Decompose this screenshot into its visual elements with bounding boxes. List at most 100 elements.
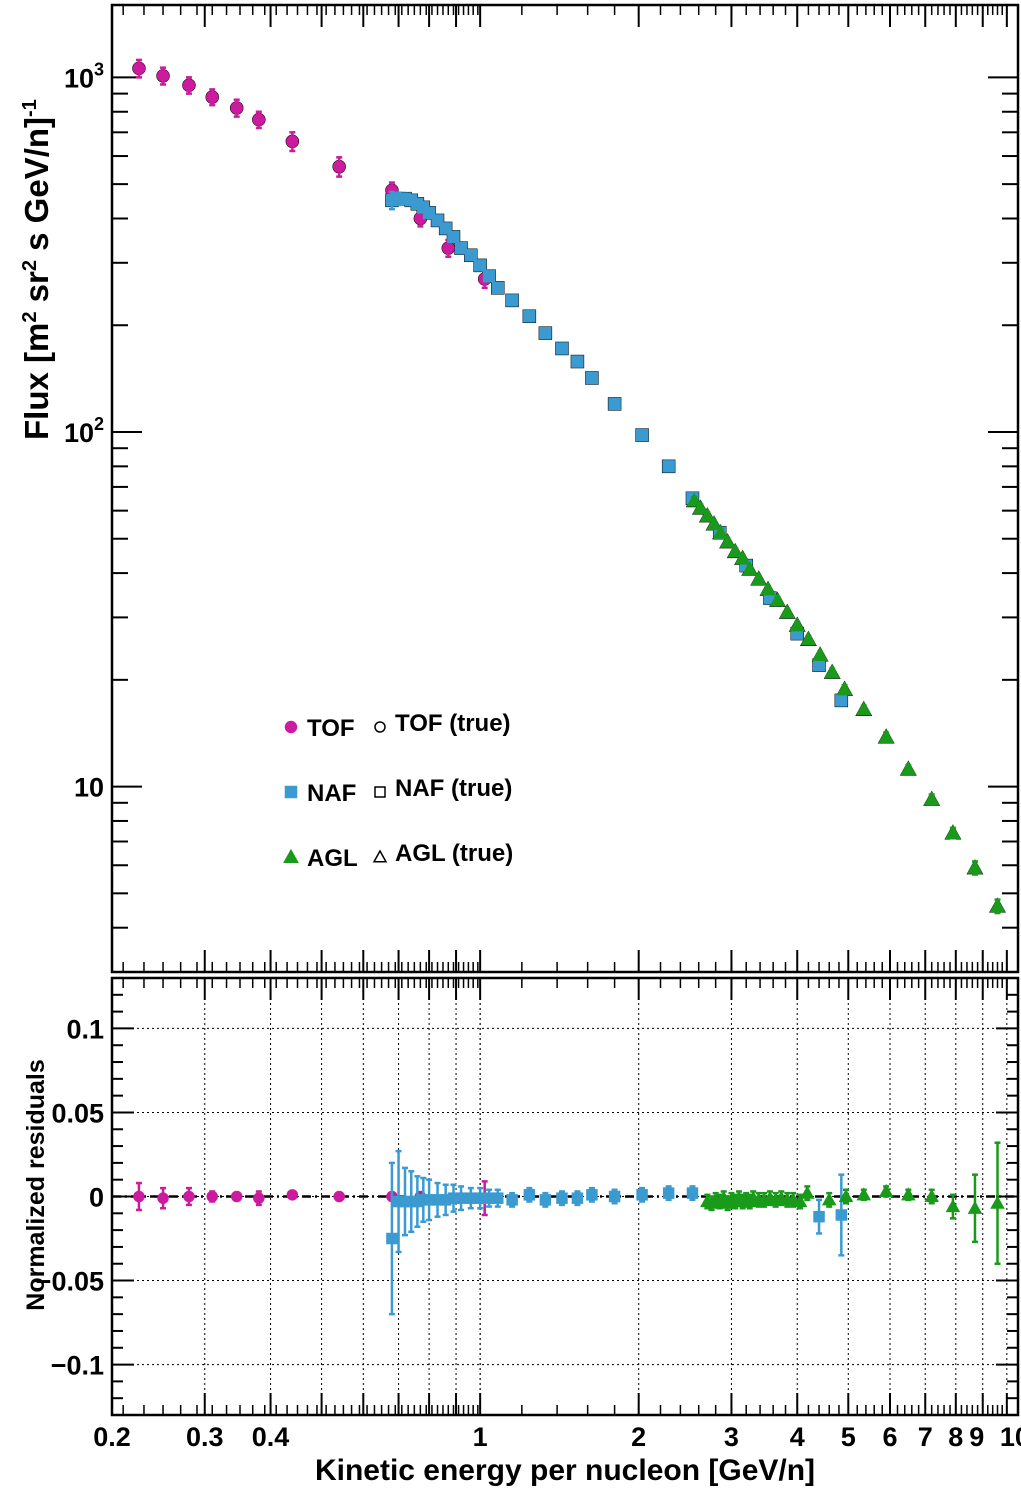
y-tick-label-base: 10 bbox=[64, 418, 94, 448]
flux-y-label-sup: -1 bbox=[19, 99, 41, 117]
agl-residual-point bbox=[792, 1193, 808, 1208]
legend-tof-true-label: TOF (true) bbox=[395, 710, 511, 737]
naf-point bbox=[431, 214, 444, 227]
naf-point bbox=[662, 460, 675, 473]
naf-residual-point bbox=[465, 1192, 477, 1204]
agl-residual-point bbox=[821, 1192, 837, 1206]
agl-residual-point bbox=[967, 1200, 983, 1214]
naf-point bbox=[571, 355, 584, 368]
naf-residual-point bbox=[586, 1189, 598, 1201]
y-tick-label: 0.1 bbox=[66, 1014, 104, 1044]
naf-residual-point bbox=[608, 1190, 621, 1203]
tof-point bbox=[205, 90, 219, 104]
naf-residual-point bbox=[636, 1189, 648, 1201]
naf-point bbox=[439, 222, 452, 235]
tof-point bbox=[442, 241, 455, 255]
naf-point bbox=[608, 397, 621, 411]
legend-agl-true-marker bbox=[372, 849, 388, 863]
x-tick-label: 6 bbox=[882, 1422, 897, 1452]
agl-point bbox=[719, 533, 736, 548]
agl-residual-point bbox=[878, 1183, 894, 1198]
agl-point bbox=[800, 631, 817, 646]
naf-residual-point bbox=[835, 1209, 848, 1221]
y-tick-label-base: 10 bbox=[74, 773, 104, 803]
naf-point bbox=[835, 694, 848, 707]
naf-residual-point bbox=[662, 1187, 675, 1199]
tof-residual-point bbox=[253, 1192, 265, 1204]
naf-residual-point bbox=[506, 1194, 518, 1206]
naf-residual-point bbox=[686, 1187, 699, 1199]
agl-point bbox=[727, 543, 744, 558]
tof-point bbox=[182, 79, 196, 92]
y-tick-label: −0.05 bbox=[36, 1267, 104, 1297]
legend-tof-label: TOF bbox=[307, 715, 355, 742]
y-tick-label: −0.1 bbox=[51, 1351, 104, 1381]
naf-residual-point bbox=[571, 1192, 584, 1204]
naf-point bbox=[464, 249, 478, 262]
x-tick-label: 4 bbox=[790, 1422, 805, 1452]
agl-residual-point bbox=[924, 1188, 939, 1203]
naf-residual-point bbox=[556, 1192, 568, 1204]
x-tick-label: 7 bbox=[918, 1422, 933, 1452]
naf-point bbox=[585, 371, 599, 385]
legend-agl-true-label: AGL (true) bbox=[395, 840, 513, 867]
tof-residual-point bbox=[183, 1190, 195, 1203]
tof-point bbox=[156, 69, 170, 83]
agl-residual-point bbox=[856, 1187, 872, 1201]
agl-point bbox=[967, 859, 983, 874]
legend: TOF TOF (true) NAF NAF (true) AGL AGL (true) bbox=[283, 710, 513, 872]
agl-point bbox=[741, 561, 758, 576]
agl-point bbox=[760, 581, 776, 596]
y-tick-label: 103 bbox=[64, 59, 104, 93]
x-tick-label: 3 bbox=[724, 1422, 739, 1452]
naf-point bbox=[454, 241, 468, 255]
y-tick-label: 102 bbox=[64, 414, 104, 448]
tof-residual-point bbox=[286, 1189, 299, 1201]
agl-point bbox=[734, 550, 751, 565]
agl-point bbox=[836, 681, 853, 696]
x-tick-label: 1 bbox=[473, 1422, 488, 1452]
flux-frame bbox=[110, 3, 1020, 974]
agl-point bbox=[900, 760, 917, 776]
legend-naf-marker bbox=[284, 785, 298, 799]
agl-point bbox=[686, 492, 703, 507]
naf-residual-point bbox=[813, 1210, 825, 1223]
x-tick-label: 0.2 bbox=[93, 1422, 131, 1452]
naf-point bbox=[812, 658, 826, 672]
agl-point bbox=[812, 646, 828, 662]
axis-labels: Kinetic energy per nucleon [GeV/n] Norma… bbox=[18, 99, 815, 1487]
agl-residual-point bbox=[945, 1199, 961, 1213]
x-tick-label: 9 bbox=[969, 1422, 984, 1452]
agl-point bbox=[989, 898, 1006, 913]
y-tick-label: 0 bbox=[89, 1183, 104, 1213]
legend-tof-true-marker bbox=[374, 721, 386, 733]
flux-y-label-sup: 2 bbox=[19, 312, 41, 323]
naf-residual-point bbox=[491, 1192, 504, 1204]
naf-point bbox=[523, 310, 536, 323]
naf-point bbox=[491, 281, 504, 295]
naf-point bbox=[505, 294, 519, 307]
tof-residual-point bbox=[230, 1190, 243, 1203]
tof-point bbox=[230, 101, 243, 115]
x-tick-label: 0.4 bbox=[252, 1422, 290, 1452]
flux-y-axis-title: Flux [m2 sr2 s GeV/n]-1 bbox=[18, 99, 55, 440]
tof-point bbox=[252, 113, 266, 126]
residuals-y-axis-title: Normalized residuals bbox=[22, 1059, 50, 1310]
naf-point bbox=[447, 230, 460, 244]
tof-point bbox=[286, 135, 299, 148]
x-axis-title: Kinetic energy per nucleon [GeV/n] bbox=[315, 1454, 815, 1487]
naf-point bbox=[482, 269, 496, 283]
legend-agl-label: AGL bbox=[307, 845, 358, 872]
agl-point bbox=[789, 617, 806, 632]
agl-point bbox=[692, 499, 709, 515]
legend-tof-marker bbox=[284, 720, 298, 734]
naf-point bbox=[422, 206, 436, 220]
naf-residual-point bbox=[523, 1189, 536, 1201]
y-tick-label-exp: 2 bbox=[94, 414, 104, 434]
naf-residual-point bbox=[539, 1194, 552, 1206]
x-tick-label: 5 bbox=[841, 1422, 856, 1452]
agl-residual-point bbox=[800, 1185, 815, 1199]
flux-y-label-part: s GeV/n] bbox=[18, 117, 55, 260]
